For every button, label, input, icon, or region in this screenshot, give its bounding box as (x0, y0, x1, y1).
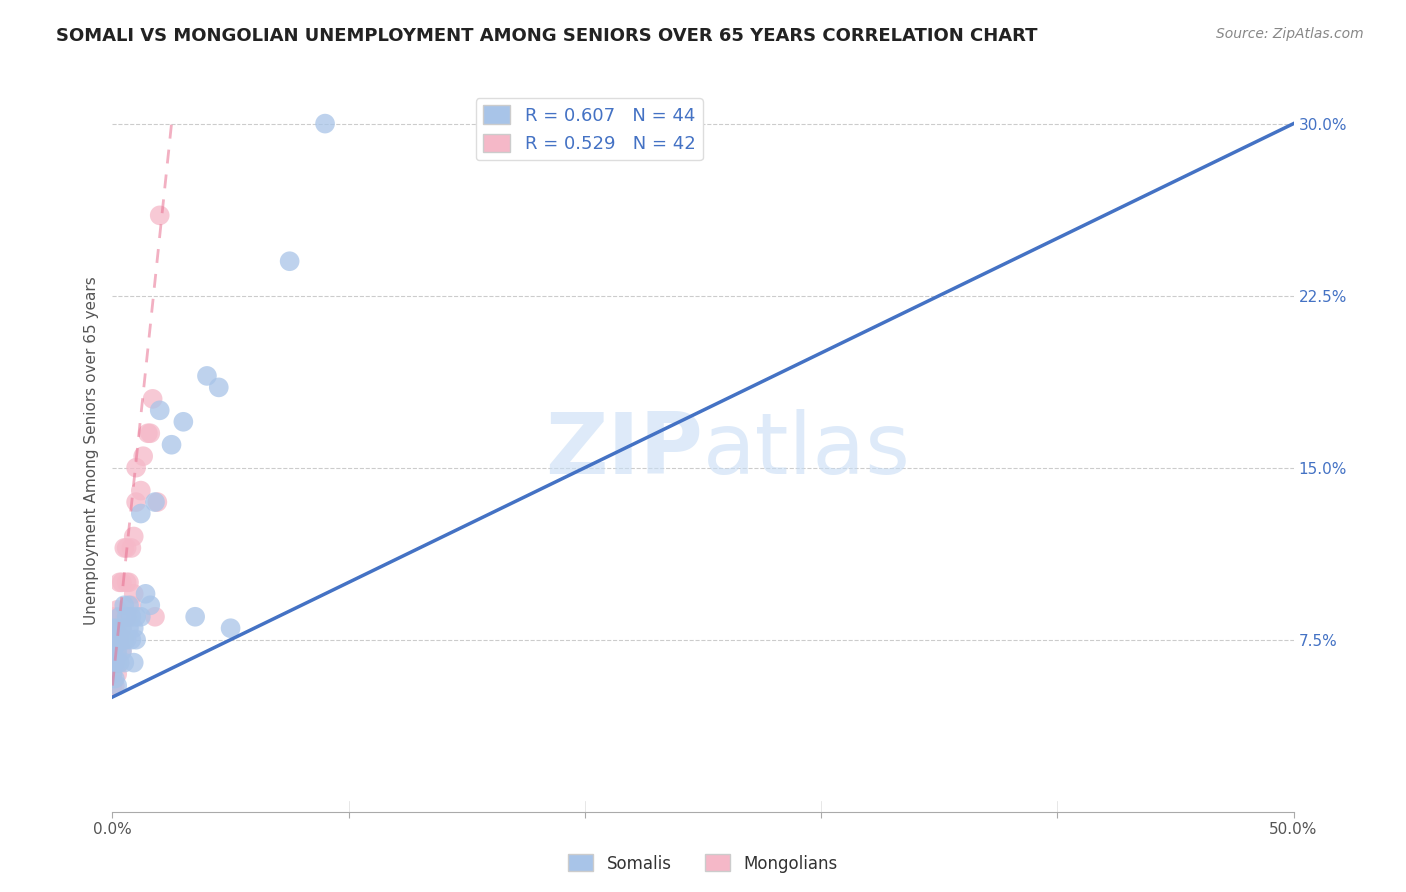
Point (101, 656, 124, 670)
Y-axis label: Unemployment Among Seniors over 65 years: Unemployment Among Seniors over 65 years (83, 277, 98, 624)
Point (108, 656, 131, 670)
Point (120, 609, 142, 624)
Point (108, 656, 131, 670)
Point (314, 117, 336, 131)
Point (101, 621, 124, 635)
Point (105, 648, 128, 663)
Point (101, 667, 124, 681)
Point (139, 599, 162, 613)
Point (105, 621, 128, 635)
Point (108, 632, 131, 647)
Point (122, 587, 145, 601)
Point (105, 644, 128, 658)
Point (104, 632, 127, 647)
Point (142, 392, 165, 406)
Point (195, 368, 218, 383)
Point (108, 609, 131, 624)
Point (115, 541, 138, 555)
Point (101, 656, 124, 670)
Point (135, 587, 157, 601)
Point (105, 667, 128, 681)
Point (115, 609, 138, 624)
Point (149, 208, 172, 222)
Point (118, 599, 141, 613)
Text: ZIP: ZIP (546, 409, 703, 492)
Text: SOMALI VS MONGOLIAN UNEMPLOYMENT AMONG SENIORS OVER 65 YEARS CORRELATION CHART: SOMALI VS MONGOLIAN UNEMPLOYMENT AMONG S… (56, 27, 1038, 45)
Point (104, 656, 127, 670)
Point (125, 460, 148, 475)
Point (143, 609, 166, 624)
Point (136, 426, 159, 441)
Point (172, 415, 194, 429)
Point (112, 656, 135, 670)
Point (101, 660, 124, 674)
Point (112, 599, 135, 613)
Point (104, 640, 127, 654)
Point (160, 438, 183, 452)
Point (105, 625, 128, 640)
Point (111, 644, 134, 658)
Point (118, 575, 141, 590)
Point (146, 495, 169, 509)
Point (101, 632, 124, 647)
Point (122, 656, 145, 670)
Text: Source: ZipAtlas.com: Source: ZipAtlas.com (1216, 27, 1364, 41)
Point (101, 644, 124, 658)
Point (112, 541, 135, 555)
Text: atlas: atlas (703, 409, 911, 492)
Point (101, 667, 124, 681)
Point (125, 609, 148, 624)
Point (120, 632, 142, 647)
Point (118, 609, 141, 624)
Point (112, 609, 135, 624)
Point (111, 621, 134, 635)
Point (149, 403, 172, 417)
Point (112, 632, 135, 647)
Point (101, 632, 124, 647)
Point (129, 483, 152, 498)
Point (115, 609, 138, 624)
Point (143, 495, 166, 509)
Point (101, 648, 124, 663)
Point (122, 621, 145, 635)
Point (278, 254, 301, 268)
Point (120, 599, 142, 613)
Point (208, 380, 231, 394)
Point (115, 575, 138, 590)
Point (120, 541, 142, 555)
Point (105, 603, 128, 617)
Point (129, 507, 152, 521)
Point (104, 609, 127, 624)
Point (104, 679, 127, 693)
Legend: R = 0.607   N = 44, R = 0.529   N = 42: R = 0.607 N = 44, R = 0.529 N = 42 (475, 98, 703, 161)
Point (108, 632, 131, 647)
Point (122, 529, 145, 543)
Point (118, 621, 141, 635)
Point (101, 679, 124, 693)
Point (104, 656, 127, 670)
Point (111, 621, 134, 635)
Point (105, 656, 128, 670)
Point (115, 632, 138, 647)
Point (111, 644, 134, 658)
Point (104, 672, 127, 686)
Point (132, 449, 155, 463)
Point (112, 632, 135, 647)
Point (111, 575, 134, 590)
Point (125, 495, 148, 509)
Legend: Somalis, Mongolians: Somalis, Mongolians (562, 847, 844, 880)
Point (108, 575, 131, 590)
Point (125, 632, 148, 647)
Point (219, 621, 242, 635)
Point (184, 609, 207, 624)
Point (129, 609, 152, 624)
Point (105, 679, 128, 693)
Point (139, 426, 162, 441)
